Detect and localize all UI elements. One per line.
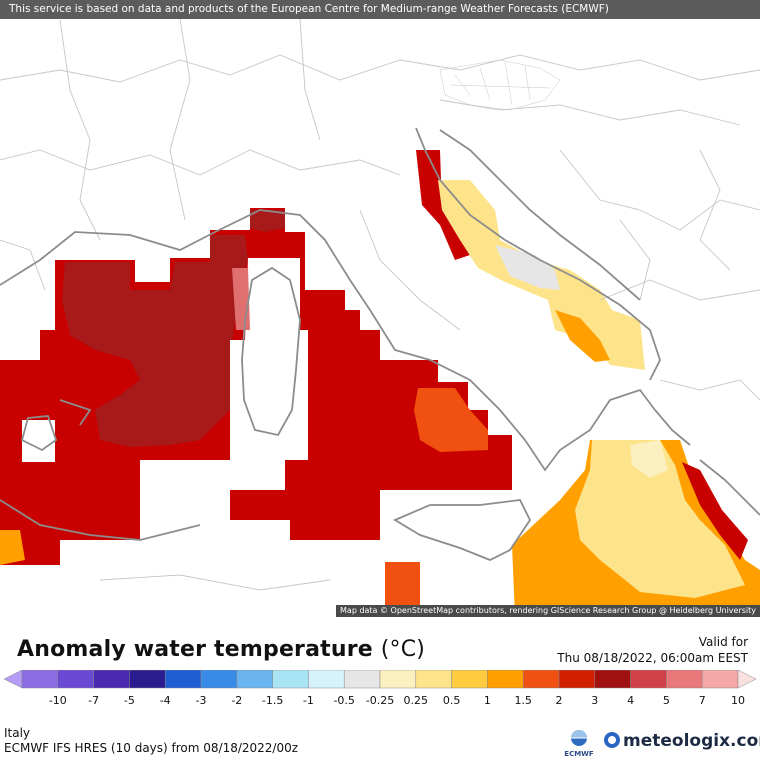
legend-swatch [522, 670, 560, 689]
legend-tick-label: -0.25 [366, 694, 394, 707]
legend-tick-label: -0.5 [333, 694, 354, 707]
map-title: Anomaly water temperature (°C) [17, 637, 425, 662]
slovenia-dense-borders [439, 59, 561, 111]
legend-swatch [415, 670, 452, 689]
legend-swatch [129, 670, 166, 689]
legend-swatch [594, 670, 631, 689]
legend-swatch [200, 670, 238, 689]
legend-tick-label: 1 [484, 694, 491, 707]
anomaly-region-sicily-channel [385, 562, 420, 617]
ecmwf-service-credit: This service is based on data and produc… [0, 0, 760, 19]
legend-swatch [701, 670, 739, 689]
legend-swatch [93, 670, 130, 689]
legend-tick-label: 0.5 [443, 694, 461, 707]
legend-swatch [308, 670, 345, 689]
legend-swatch [57, 670, 94, 689]
legend-tick-label: 7 [699, 694, 706, 707]
anomaly-region-west-sardinia [62, 235, 248, 447]
anomaly-region-ionian-light [630, 440, 668, 478]
legend-swatch [236, 670, 273, 689]
model-run-label: ECMWF IFS HRES (10 days) from 08/18/2022… [4, 741, 299, 755]
legend-tick-label: -1 [303, 694, 314, 707]
land-mask-tunisia-coast [22, 420, 55, 462]
anomaly-region-north-tyrrhenian [250, 210, 285, 232]
ecmwf-logo-text: ECMWF [564, 750, 594, 758]
legend-tick-label: -3 [196, 694, 207, 707]
ecmwf-logo[interactable]: ECMWF [562, 728, 596, 758]
legend-tick-label: -10 [49, 694, 67, 707]
map-title-unit: (°C) [380, 637, 426, 662]
anomaly-region-puglia-red [682, 462, 748, 560]
legend-tick-label: 10 [731, 694, 745, 707]
legend-arrow-high [737, 670, 757, 689]
legend-swatch [558, 670, 596, 689]
legend-arrow-low [3, 670, 23, 689]
anomaly-region-adriatic-orange [555, 310, 610, 362]
legend-tick-label: -5 [124, 694, 135, 707]
anomaly-region-ionian-yellow [575, 440, 745, 598]
legend-tick-label: -7 [88, 694, 99, 707]
valid-time: Thu 08/18/2022, 06:00am EEST [557, 651, 748, 665]
region-label: Italy [4, 726, 31, 740]
meteologix-logo-icon [604, 732, 620, 748]
legend-swatch [630, 670, 667, 689]
map-data-credit[interactable]: Map data © OpenStreetMap contributors, r… [336, 605, 760, 617]
valid-time-block: Valid for Thu 08/18/2022, 06:00am EEST [557, 634, 748, 666]
anomaly-region-adriatic-grey [495, 245, 560, 290]
legend-swatch [487, 670, 524, 689]
legend-tick-label: 4 [627, 694, 634, 707]
anomaly-region-campania [414, 388, 488, 452]
legend-tick-label: 0.25 [404, 694, 429, 707]
legend-tick-label: 2 [556, 694, 563, 707]
legend-swatch [666, 670, 703, 689]
legend-swatch [379, 670, 417, 689]
meteologix-logo-text: meteologix.com [623, 731, 760, 751]
legend-tick-label: 3 [591, 694, 598, 707]
legend-swatch [451, 670, 488, 689]
legend-swatch [343, 670, 381, 689]
map-title-text: Anomaly water temperature [17, 637, 373, 662]
color-legend: -10 -7 -5 -4 -3 -2 -1.5 -1 -0.5 -0.25 0.25 0.5 1 1.5 2… [3, 670, 757, 707]
legend-swatch [272, 670, 309, 689]
anomaly-map[interactable] [0, 0, 760, 617]
map-borders [0, 18, 760, 591]
legend-tick-label: 5 [663, 694, 670, 707]
legend-swatch [164, 670, 202, 689]
coastline [0, 127, 760, 561]
legend-swatch [21, 670, 59, 689]
legend-tick-label: -2 [231, 694, 242, 707]
legend-tick-label: 1.5 [514, 694, 532, 707]
anomaly-fill-layer [0, 150, 760, 617]
meteologix-logo[interactable]: meteologix.com [604, 731, 760, 751]
legend-tick-label: -1.5 [262, 694, 283, 707]
legend-tick-label: -4 [160, 694, 171, 707]
anomaly-region-sw [0, 530, 25, 565]
valid-label: Valid for [698, 635, 748, 649]
